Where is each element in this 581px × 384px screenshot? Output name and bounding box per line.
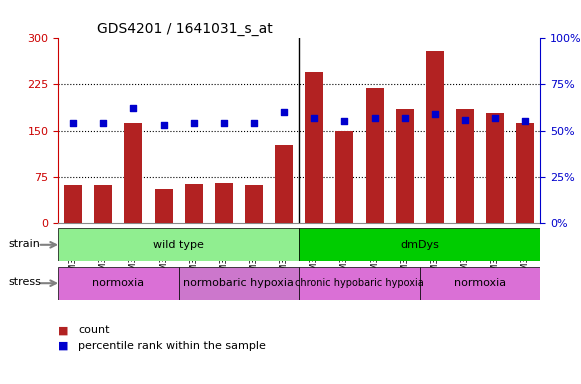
Text: GDS4201 / 1641031_s_at: GDS4201 / 1641031_s_at — [96, 22, 272, 36]
Point — [310, 114, 319, 121]
Text: strain: strain — [9, 239, 41, 249]
Bar — [396, 109, 414, 223]
Bar — [516, 122, 535, 223]
Bar — [486, 113, 504, 223]
FancyBboxPatch shape — [58, 267, 178, 300]
Point — [370, 114, 379, 121]
Point — [430, 111, 439, 117]
Text: dmDys: dmDys — [400, 240, 439, 250]
Point — [460, 116, 469, 122]
Text: stress: stress — [9, 277, 42, 287]
Bar — [94, 185, 112, 223]
Bar — [456, 109, 474, 223]
FancyBboxPatch shape — [178, 267, 299, 300]
Point — [249, 120, 259, 126]
Point — [400, 114, 410, 121]
FancyBboxPatch shape — [299, 228, 540, 261]
Bar — [426, 51, 444, 223]
Bar — [215, 183, 233, 223]
Text: count: count — [78, 325, 110, 335]
Point — [129, 105, 138, 111]
Point — [279, 109, 289, 115]
Bar — [155, 189, 173, 223]
Text: normoxia: normoxia — [92, 278, 145, 288]
Bar — [305, 72, 323, 223]
Bar — [365, 88, 383, 223]
Point — [490, 114, 500, 121]
Point — [159, 122, 168, 128]
Bar — [245, 185, 263, 223]
Bar — [64, 185, 83, 223]
Text: wild type: wild type — [153, 240, 204, 250]
Text: chronic hypobaric hypoxia: chronic hypobaric hypoxia — [295, 278, 424, 288]
Bar — [124, 122, 142, 223]
Bar — [275, 145, 293, 223]
Point — [219, 120, 228, 126]
FancyBboxPatch shape — [419, 267, 540, 300]
FancyBboxPatch shape — [299, 267, 419, 300]
FancyBboxPatch shape — [58, 228, 299, 261]
Text: ■: ■ — [58, 325, 69, 335]
Bar — [185, 184, 203, 223]
Point — [340, 118, 349, 124]
Point — [99, 120, 108, 126]
Point — [189, 120, 198, 126]
Text: normoxia: normoxia — [454, 278, 506, 288]
Text: normobaric hypoxia: normobaric hypoxia — [184, 278, 295, 288]
Point — [69, 120, 78, 126]
Text: ■: ■ — [58, 341, 69, 351]
Text: percentile rank within the sample: percentile rank within the sample — [78, 341, 266, 351]
Bar — [335, 131, 353, 223]
Point — [521, 118, 530, 124]
